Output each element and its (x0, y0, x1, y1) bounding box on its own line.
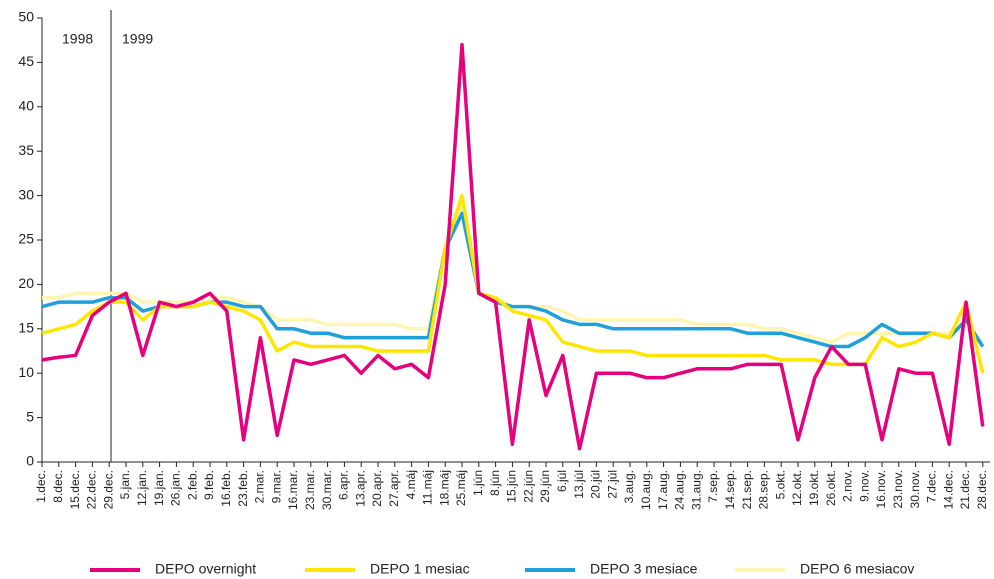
x-tick-label: 12.jan. (135, 470, 149, 506)
x-tick-label: 13.apr. (353, 470, 367, 507)
x-tick-label: 14.dec. (941, 470, 955, 509)
x-tick-label: 8.jún (488, 470, 502, 496)
x-tick-label: 7.dec. (925, 470, 939, 503)
annotation: 1999 (122, 31, 153, 47)
x-tick-label: 25.máj (454, 470, 468, 506)
x-tick-label: 9.feb. (202, 470, 216, 500)
x-tick-label: 7.sep. (706, 470, 720, 503)
x-tick-label: 23.feb. (236, 470, 250, 507)
y-tick-label: 20 (18, 275, 34, 291)
x-tick-label: 16.mar. (286, 470, 300, 510)
x-tick-label: 30.mar. (320, 470, 334, 510)
y-tick-label: 30 (18, 186, 34, 202)
x-tick-label: 23.nov. (891, 470, 905, 508)
x-tick-label: 28.sep. (757, 470, 771, 509)
series-line (42, 202, 985, 348)
x-tick-label: 14.sep. (723, 470, 737, 509)
x-tick-label: 12.okt. (790, 470, 804, 506)
x-tick-label: 23.mar. (303, 470, 317, 510)
x-tick-label: 19.okt. (807, 470, 821, 506)
y-tick-label: 35 (18, 142, 34, 158)
annotation: 1998 (62, 31, 93, 47)
x-tick-label: 8.dec. (51, 470, 65, 503)
series-line (41, 42, 985, 451)
x-tick-label: 26.okt. (824, 470, 838, 506)
x-tick-label: 1.dec. (34, 470, 48, 503)
y-tick-label: 50 (18, 9, 34, 25)
y-tick-label: 15 (18, 320, 34, 336)
legend-label: DEPO 3 mesiace (590, 561, 698, 577)
x-tick-label: 2.nov. (841, 470, 855, 502)
y-tick-label: 10 (18, 364, 34, 380)
series-line (41, 193, 985, 374)
x-tick-label: 9.nov. (857, 470, 871, 502)
y-tick-label: 40 (18, 98, 34, 114)
y-tick-label: 45 (18, 53, 34, 69)
x-tick-label: 11.máj (421, 470, 435, 505)
y-tick-label: 0 (26, 453, 34, 469)
x-tick-label: 6.júl (555, 470, 569, 492)
x-tick-label: 13.júl (572, 470, 586, 499)
x-tick-label: 15.jún (505, 470, 519, 503)
x-tick-label: 17.aug. (656, 470, 670, 510)
x-tick-label: 22.dec. (85, 470, 99, 509)
x-tick-label: 18.máj (437, 470, 451, 506)
x-tick-label: 16.feb. (219, 470, 233, 507)
x-tick-label: 29.jún (538, 470, 552, 503)
x-tick-label: 19.jan. (152, 470, 166, 506)
legend-label: DEPO overnight (155, 561, 256, 577)
x-tick-label: 20.júl (589, 470, 603, 499)
x-tick-label: 4.máj (404, 470, 418, 499)
x-tick-label: 5.jan. (118, 470, 132, 499)
x-tick-label: 9.mar. (269, 470, 283, 503)
x-tick-label: 6.apr. (337, 470, 351, 500)
x-tick-label: 28.dec. (975, 470, 989, 509)
x-tick-label: 5.okt. (773, 470, 787, 499)
series-line (41, 211, 985, 349)
x-tick-label: 2.feb. (185, 470, 199, 500)
x-tick-label: 21.sep. (740, 470, 754, 509)
x-tick-label: 16.nov. (874, 470, 888, 508)
x-tick-label: 1.jún (471, 470, 485, 496)
x-tick-label: 27.apr. (387, 470, 401, 507)
x-tick-label: 27.júl (605, 470, 619, 499)
y-tick-label: 25 (18, 231, 34, 247)
x-tick-label: 3.aug. (622, 470, 636, 503)
legend-label: DEPO 1 mesiac (370, 561, 470, 577)
x-tick-label: 29.dec. (101, 470, 115, 509)
x-tick-label: 10.aug. (639, 470, 653, 510)
legend-label: DEPO 6 mesiacov (800, 561, 914, 577)
x-tick-label: 22.jún (521, 470, 535, 503)
y-tick-label: 5 (26, 408, 34, 424)
x-tick-label: 31.aug. (689, 470, 703, 510)
x-tick-label: 26.jan. (169, 470, 183, 506)
x-tick-label: 2.mar. (253, 470, 267, 503)
x-tick-label: 21.dec. (958, 470, 972, 509)
x-tick-label: 24.aug. (673, 470, 687, 510)
x-tick-label: 20.apr. (370, 470, 384, 507)
x-tick-label: 15.dec. (68, 470, 82, 509)
x-tick-label: 30.nov. (908, 470, 922, 508)
